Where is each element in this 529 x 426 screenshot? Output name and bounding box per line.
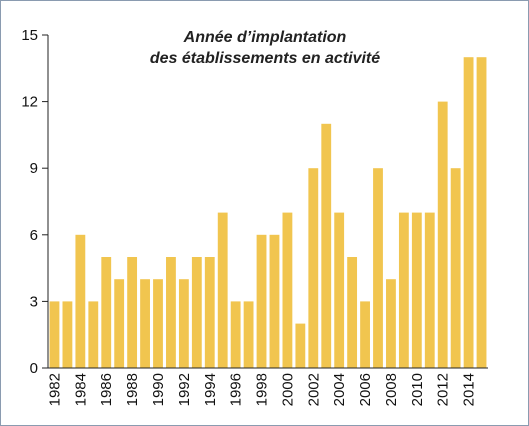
- x-tick-label: 1982: [46, 373, 63, 406]
- x-tick-label: 1996: [228, 373, 245, 406]
- x-tick-label: 1994: [202, 373, 219, 406]
- x-tick-label: 2004: [331, 373, 348, 406]
- bar: [114, 279, 125, 368]
- x-tick-label: 2010: [409, 373, 426, 406]
- bar: [140, 279, 150, 368]
- bar: [373, 168, 383, 368]
- bar: [295, 323, 306, 368]
- bar: [282, 212, 293, 368]
- bar: [360, 301, 370, 368]
- bar: [256, 234, 267, 368]
- x-tick-label: 2008: [383, 373, 400, 406]
- x-tick-label: 2002: [305, 373, 322, 406]
- bar: [463, 57, 474, 368]
- bar: [191, 257, 202, 368]
- bar: [178, 279, 189, 368]
- bar: [347, 257, 358, 368]
- bar: [166, 257, 176, 368]
- y-tick-label: 15: [21, 27, 38, 44]
- bar: [308, 168, 319, 368]
- bar: [101, 257, 112, 368]
- x-tick-label: 1988: [124, 373, 141, 406]
- bar: [334, 212, 345, 368]
- bar: [386, 279, 396, 368]
- bar: [88, 301, 99, 368]
- x-tick-label: 1990: [150, 373, 167, 406]
- y-tick-label: 3: [30, 293, 38, 310]
- bar: [49, 301, 60, 368]
- bar: [62, 301, 73, 368]
- y-tick-label: 6: [30, 227, 38, 244]
- y-tick-label: 0: [30, 360, 38, 377]
- x-tick-label: 1992: [176, 373, 193, 406]
- x-tick-label: 2000: [279, 373, 296, 406]
- bar: [217, 212, 228, 368]
- y-tick-label: 12: [21, 94, 38, 111]
- bar: [75, 234, 86, 368]
- x-tick-label: 2014: [461, 373, 478, 406]
- bar: [127, 257, 138, 368]
- y-tick-label: 9: [30, 160, 38, 177]
- bar: [204, 257, 215, 368]
- x-tick-label: 1986: [98, 373, 115, 406]
- x-tick-label: 2006: [357, 373, 374, 406]
- bar: [411, 212, 422, 368]
- x-tick-label: 2012: [435, 373, 452, 406]
- x-tick-label: 1998: [254, 373, 271, 406]
- bar: [153, 279, 163, 368]
- bar: [476, 57, 487, 368]
- bar: [398, 212, 409, 368]
- bar: [321, 123, 332, 368]
- bar: [243, 301, 254, 368]
- bar: [269, 234, 280, 368]
- chart-title: des établissements en activité: [150, 50, 380, 67]
- bar: [230, 301, 241, 368]
- bar: [437, 101, 448, 368]
- bar: [450, 168, 461, 368]
- bar: [424, 212, 435, 368]
- x-tick-label: 1984: [72, 373, 89, 406]
- chart-title: Année d’implantation: [183, 29, 347, 46]
